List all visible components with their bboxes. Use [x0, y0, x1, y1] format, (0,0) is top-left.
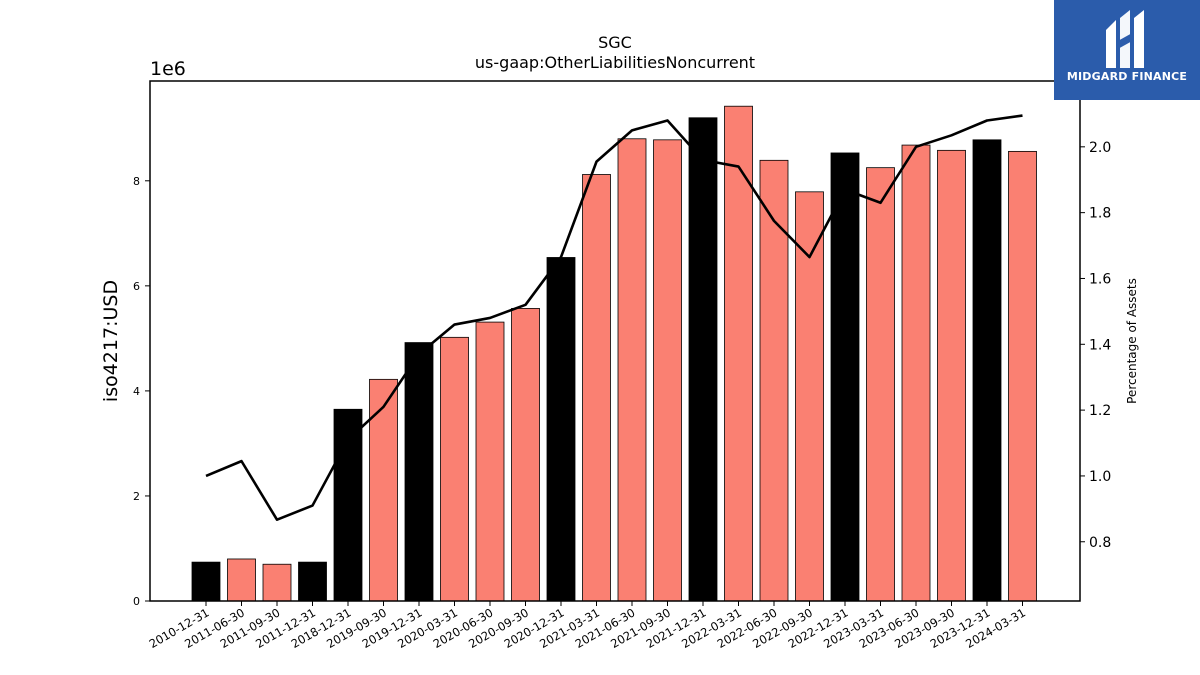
y2-tick-label: 2.0 [1089, 140, 1111, 156]
percentage-line [205, 114, 1023, 522]
bar [369, 378, 398, 602]
bar [404, 342, 434, 602]
chart-title: SGC [598, 33, 632, 52]
bar [795, 191, 824, 602]
bar [298, 561, 327, 602]
y2-tick-label: 1.2 [1089, 403, 1111, 419]
y-axis-label: iso4217:USD [100, 280, 122, 402]
bar [901, 144, 931, 602]
bar [440, 336, 469, 602]
y-tick-label: 8 [133, 175, 140, 188]
y-tick-label: 6 [133, 280, 140, 293]
y-tick-label: 2 [133, 490, 140, 503]
bar [227, 558, 256, 602]
bar [688, 117, 718, 602]
line-layer [205, 114, 1023, 522]
bar [546, 257, 576, 602]
bars-layer [191, 105, 1037, 602]
y2-tick-label: 1.8 [1089, 206, 1111, 222]
bar [262, 563, 292, 602]
y2-tick-label: 0.8 [1089, 535, 1111, 551]
bar [617, 138, 647, 602]
plot-frame [149, 80, 1081, 602]
bar [866, 167, 895, 602]
midgard-logo-icon [1106, 10, 1144, 68]
brand-name: MIDGARD FINANCE [1066, 70, 1188, 83]
bar [653, 139, 682, 602]
bar [475, 321, 505, 602]
bar [972, 139, 1002, 602]
bar [511, 308, 540, 602]
y-tick-label: 0 [133, 595, 140, 608]
y2-tick-label: 1.6 [1089, 271, 1111, 287]
bar [937, 149, 966, 602]
y-tick-label: 4 [133, 385, 140, 398]
y2-tick-label: 1.4 [1089, 337, 1111, 353]
bar [759, 159, 789, 602]
bar [582, 174, 611, 602]
y-scale-label: 1e6 [150, 58, 186, 80]
y2-axis-label: Percentage of Assets [1125, 278, 1139, 404]
brand-logo: MIDGARD FINANCE [1054, 0, 1200, 100]
bar [1008, 150, 1037, 602]
bar [191, 561, 221, 602]
chart-subtitle: us-gaap:OtherLiabilitiesNoncurrent [475, 53, 755, 72]
axes-layer: 024680.81.01.21.41.61.82.02010-12-312011… [133, 80, 1111, 651]
y2-tick-label: 1.0 [1089, 469, 1111, 485]
bar [830, 152, 860, 602]
bar [724, 105, 753, 602]
